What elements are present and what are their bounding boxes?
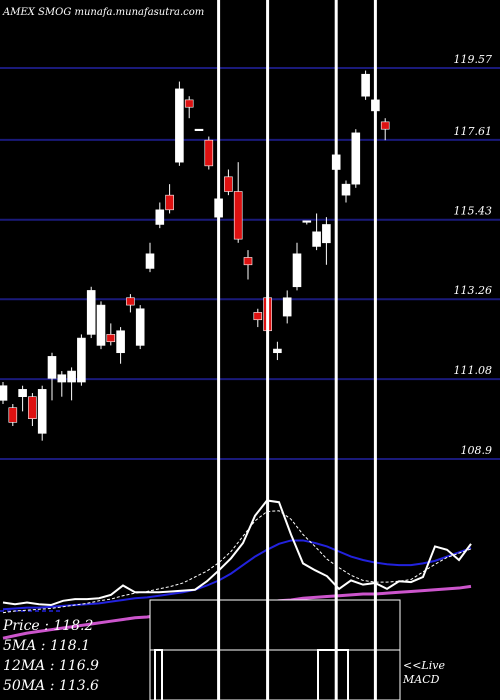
- candle-33: [322, 217, 331, 265]
- price-level-label-3: 113.26: [454, 284, 493, 297]
- price-level-label-5: 108.9: [461, 444, 493, 457]
- candle-body-6: [57, 374, 67, 383]
- candle-9: [86, 286, 96, 339]
- price-level-label-4: 111.08: [454, 364, 493, 377]
- vertical-markers: [217, 0, 377, 700]
- candle-body-3: [28, 396, 37, 419]
- candle-body-23: [224, 176, 233, 192]
- candle-2: [18, 385, 27, 412]
- candle-24: [233, 162, 243, 243]
- live-link[interactable]: <<Live: [403, 659, 445, 672]
- candle-29: [282, 290, 292, 324]
- candle-body-5: [47, 356, 57, 379]
- candle-body-19: [184, 99, 194, 108]
- candle-26: [253, 308, 263, 328]
- candle-body-28: [273, 348, 282, 354]
- candle-body-25: [243, 257, 253, 266]
- price-level-label-2: 115.43: [454, 205, 493, 218]
- candle-body-1: [8, 407, 18, 423]
- candle-body-16: [155, 209, 165, 225]
- candle-6: [57, 371, 67, 397]
- candle-body-17: [165, 194, 174, 211]
- candle-10: [96, 301, 106, 350]
- candle-body-12: [116, 330, 125, 354]
- candle-12: [116, 327, 125, 364]
- price-level-label-0: 119.57: [454, 53, 493, 66]
- candle-39: [380, 118, 390, 141]
- candle-16: [155, 202, 165, 229]
- candle-13: [126, 294, 135, 313]
- ma-long-line: [2, 539, 472, 611]
- readout-3: 50MA : 113.6: [3, 678, 99, 694]
- candlestick-series: [0, 70, 390, 441]
- candle-body-33: [322, 224, 331, 244]
- candle-body-13: [126, 297, 135, 306]
- candle-body-26: [253, 312, 263, 321]
- candle-4: [37, 385, 47, 441]
- candle-1: [8, 404, 18, 427]
- candle-11: [106, 323, 116, 346]
- candle-body-20: [194, 128, 204, 131]
- chart-header: AMEX SMOG munafa.munafasutra.com: [2, 7, 204, 18]
- candle-21: [204, 136, 214, 170]
- macd-signal-left: [154, 649, 163, 700]
- candle-body-4: [37, 389, 47, 434]
- candle-25: [243, 250, 253, 280]
- candle-7: [67, 367, 76, 401]
- candle-body-39: [380, 121, 390, 130]
- candle-body-14: [135, 308, 145, 346]
- candle-body-11: [106, 334, 116, 343]
- candle-15: [145, 242, 155, 273]
- ma-short-line: [2, 510, 472, 614]
- candle-19: [184, 96, 194, 119]
- candle-body-30: [292, 253, 302, 288]
- macd-panel: [149, 599, 401, 700]
- candle-body-31: [302, 220, 312, 223]
- candle-body-18: [175, 88, 184, 163]
- ma-readouts: Price : 118.2 5MA : 118.1 12MA : 116.9 50MA…: [2, 618, 99, 694]
- readout-2: 12MA : 116.9: [3, 658, 99, 674]
- candle-body-37: [361, 73, 370, 97]
- readout-1: 5MA : 118.1: [3, 638, 90, 654]
- candle-body-36: [351, 132, 361, 185]
- readout-0: Price : 118.2: [2, 618, 94, 634]
- candle-30: [292, 242, 302, 291]
- candle-body-35: [341, 183, 351, 196]
- candle-body-7: [67, 370, 76, 383]
- candle-23: [224, 169, 233, 196]
- candle-8: [77, 334, 86, 386]
- macd-label: MACD: [402, 673, 440, 686]
- candle-36: [351, 129, 361, 188]
- candle-3: [28, 393, 37, 427]
- candle-body-10: [96, 304, 106, 346]
- candle-body-21: [204, 139, 214, 167]
- candle-body-29: [282, 297, 292, 317]
- candle-body-15: [145, 253, 155, 269]
- macd-signal-right: [317, 649, 349, 700]
- candle-37: [361, 70, 370, 100]
- candle-body-24: [233, 191, 243, 240]
- candle-body-0: [0, 385, 8, 401]
- candle-body-32: [312, 231, 321, 247]
- candle-5: [47, 352, 57, 401]
- candle-31: [302, 220, 312, 225]
- candle-35: [341, 180, 351, 203]
- candle-18: [175, 81, 184, 166]
- candle-20: [194, 128, 204, 131]
- price-level-labels: 119.57 117.61 115.43 113.26 111.08 108.9: [454, 53, 493, 457]
- price-line: [2, 499, 472, 607]
- candle-body-2: [18, 389, 27, 398]
- candle-0: [0, 382, 8, 405]
- candle-28: [273, 341, 282, 361]
- candle-17: [165, 184, 174, 214]
- candle-14: [135, 305, 145, 350]
- candle-body-8: [77, 337, 86, 383]
- candle-32: [312, 213, 321, 251]
- price-level-label-1: 117.61: [454, 125, 493, 138]
- candle-body-9: [86, 290, 96, 335]
